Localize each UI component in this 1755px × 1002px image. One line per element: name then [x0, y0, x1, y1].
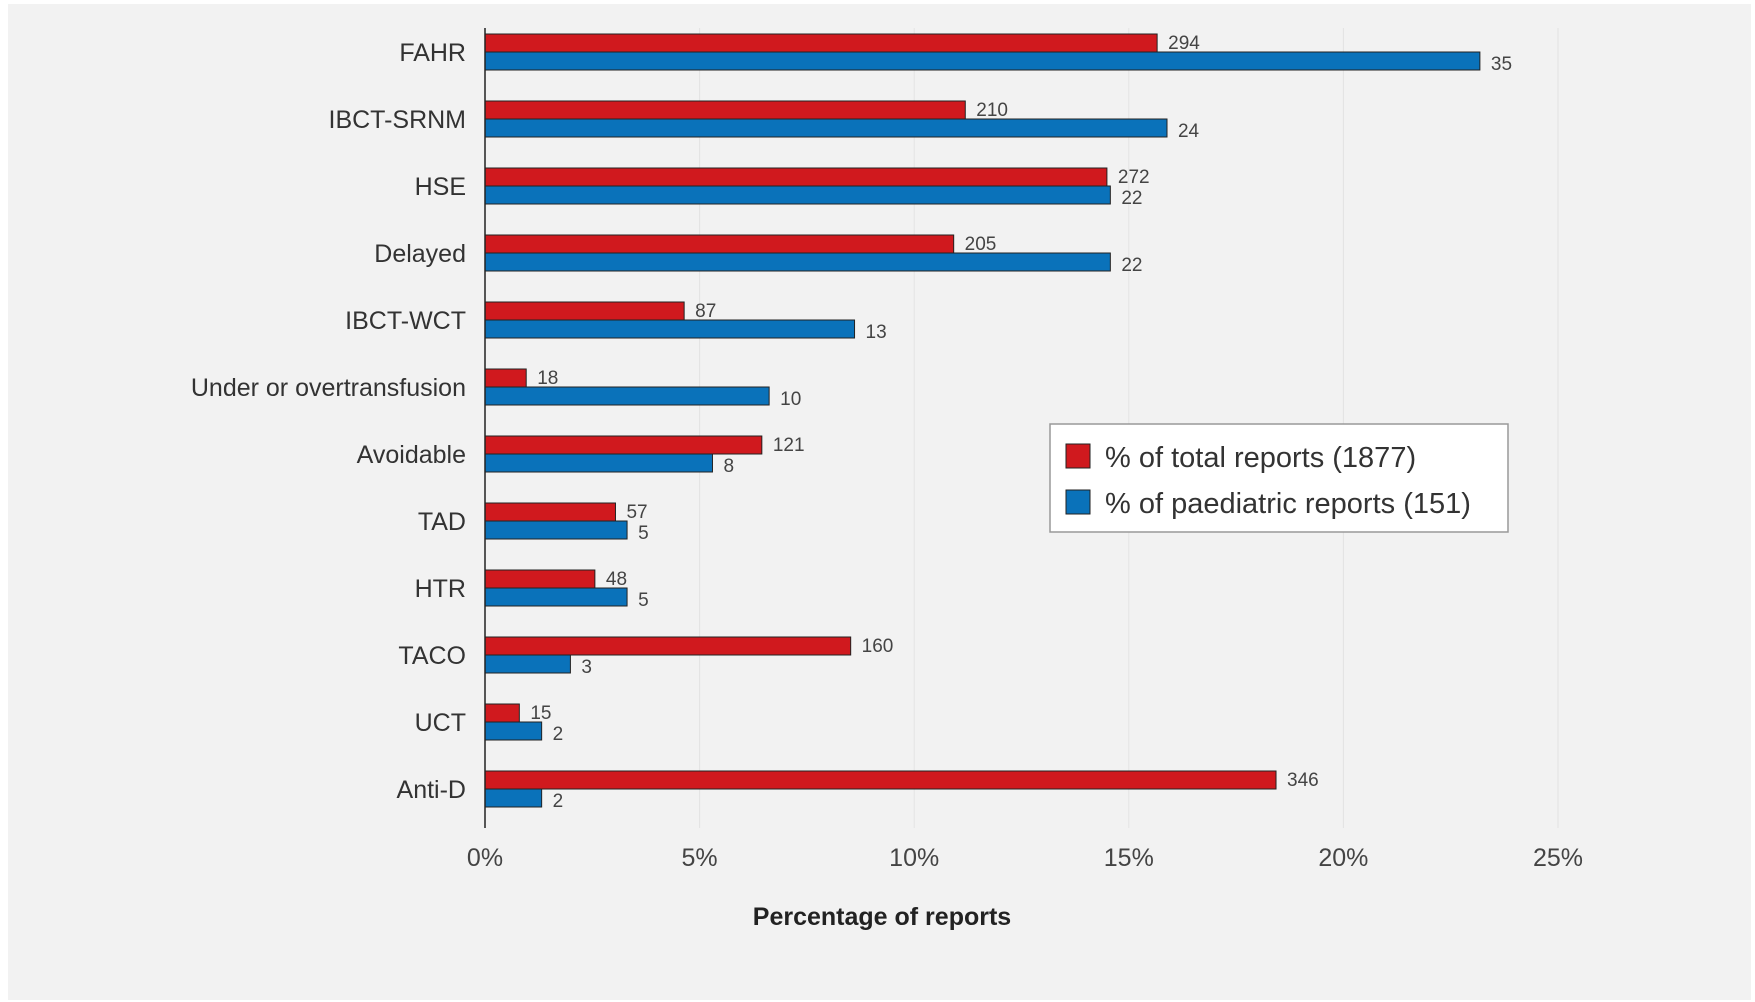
x-tick-label: 0%	[467, 844, 503, 872]
bar-paediatric	[484, 520, 628, 540]
category-label: HTR	[415, 575, 466, 603]
bar-paediatric	[484, 319, 856, 339]
x-tick-labels: 0% 5% 10% 15% 20% 25%	[467, 844, 1583, 872]
bar-total	[484, 502, 616, 522]
category-label: TACO	[398, 642, 466, 670]
data-label: 272	[1118, 167, 1150, 188]
data-label: 8	[723, 456, 734, 477]
data-label: 3	[581, 657, 592, 678]
bar-paediatric	[484, 185, 1111, 205]
data-label: 346	[1287, 770, 1319, 791]
data-label: 18	[537, 368, 558, 389]
data-label: 205	[965, 234, 997, 255]
bar-paediatric	[484, 587, 628, 607]
bar-total	[484, 636, 852, 656]
x-tick-label: 10%	[889, 844, 939, 872]
bar-paediatric	[484, 721, 543, 741]
x-axis-label: Percentage of reports	[753, 903, 1011, 931]
data-label: 2	[553, 724, 564, 745]
bar-paediatric	[484, 51, 1481, 71]
category-label: Under or overtransfusion	[191, 374, 466, 402]
data-label: 5	[638, 523, 649, 544]
data-label: 22	[1121, 188, 1142, 209]
legend-box	[1049, 423, 1509, 533]
legend-label-paediatric: % of paediatric reports (151)	[1105, 488, 1471, 520]
bar-total	[484, 569, 596, 589]
data-label: 5	[638, 590, 649, 611]
category-label: Anti-D	[397, 776, 466, 804]
category-label: IBCT-SRNM	[329, 106, 467, 134]
category-label: IBCT-WCT	[345, 307, 466, 335]
category-label: HSE	[415, 173, 466, 201]
data-label: 2	[553, 791, 564, 812]
bar-total	[484, 368, 527, 388]
bar-paediatric	[484, 252, 1111, 272]
data-label: 15	[530, 703, 551, 724]
bar-total	[484, 770, 1277, 790]
data-label: 57	[626, 502, 647, 523]
x-tick-label: 5%	[682, 844, 718, 872]
x-tick-label: 25%	[1533, 844, 1583, 872]
x-tick-label: 20%	[1318, 844, 1368, 872]
bar-paediatric	[484, 453, 713, 473]
data-label: 210	[976, 100, 1008, 121]
category-label: FAHR	[399, 39, 466, 67]
data-label: 22	[1121, 255, 1142, 276]
bar-paediatric	[484, 788, 543, 808]
bar-total	[484, 703, 520, 723]
category-labels: FAHR IBCT-SRNM HSE Delayed IBCT-WCT Under or …	[191, 39, 466, 804]
bar-total	[484, 301, 685, 321]
bar-total	[484, 167, 1108, 187]
data-label: 121	[773, 435, 805, 456]
data-label: 35	[1491, 54, 1512, 75]
bar-total	[484, 100, 966, 120]
data-label: 160	[862, 636, 894, 657]
bars: 2943521024272222052287131810121857548516…	[484, 33, 1512, 812]
category-label: UCT	[415, 709, 466, 737]
category-label: Avoidable	[357, 441, 466, 469]
legend-swatch-total	[1065, 443, 1091, 469]
category-label: Delayed	[374, 240, 466, 268]
data-label: 24	[1178, 121, 1200, 142]
legend-swatch-paediatric	[1065, 489, 1091, 515]
bar-paediatric	[484, 118, 1168, 138]
data-label: 10	[780, 389, 801, 410]
data-label: 13	[866, 322, 887, 343]
legend: % of total reports (1877) % of paediatri…	[1049, 423, 1509, 533]
data-label: 87	[695, 301, 716, 322]
bar-total	[484, 234, 955, 254]
bar-total	[484, 33, 1158, 53]
legend-label-total: % of total reports (1877)	[1105, 442, 1416, 474]
x-tick-label: 15%	[1104, 844, 1154, 872]
data-label: 294	[1168, 33, 1200, 54]
category-label: TAD	[418, 508, 466, 536]
bar-total	[484, 435, 763, 455]
data-label: 48	[606, 569, 627, 590]
bar-paediatric	[484, 386, 770, 406]
bar-paediatric	[484, 654, 571, 674]
